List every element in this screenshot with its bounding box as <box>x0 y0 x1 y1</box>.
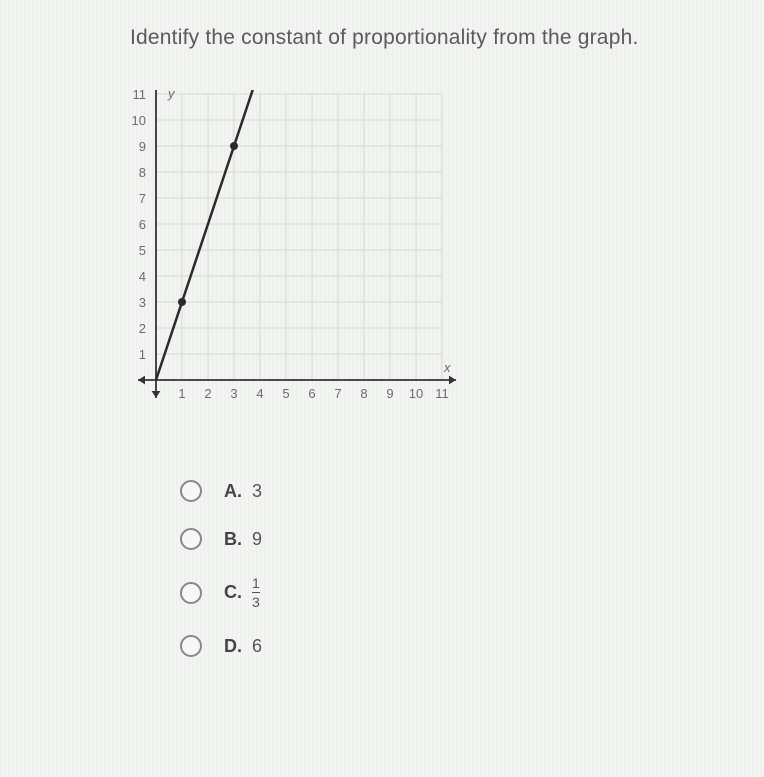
svg-text:5: 5 <box>139 243 146 258</box>
svg-text:7: 7 <box>139 191 146 206</box>
option-letter: B. <box>224 529 242 550</box>
svg-text:3: 3 <box>139 295 146 310</box>
chart-svg: 12345678910111234567891011yx <box>108 90 488 420</box>
svg-text:1: 1 <box>178 386 185 401</box>
option-letter: D. <box>224 636 242 657</box>
svg-text:10: 10 <box>132 113 146 128</box>
radio-icon <box>180 635 202 657</box>
svg-text:3: 3 <box>230 386 237 401</box>
svg-text:9: 9 <box>386 386 393 401</box>
svg-text:2: 2 <box>139 321 146 336</box>
svg-text:5: 5 <box>282 386 289 401</box>
fraction-denominator: 3 <box>252 592 260 609</box>
svg-text:8: 8 <box>360 386 367 401</box>
svg-text:11: 11 <box>435 386 449 401</box>
option-value: 1 3 <box>252 576 260 609</box>
option-a[interactable]: A. 3 <box>180 480 764 502</box>
question-text: Identify the constant of proportionality… <box>0 0 764 50</box>
fraction: 1 3 <box>252 576 260 609</box>
svg-text:6: 6 <box>139 217 146 232</box>
option-d[interactable]: D. 6 <box>180 635 764 657</box>
svg-text:2: 2 <box>204 386 211 401</box>
option-letter: C. <box>224 582 242 603</box>
svg-text:8: 8 <box>139 165 146 180</box>
svg-text:6: 6 <box>308 386 315 401</box>
option-b[interactable]: B. 9 <box>180 528 764 550</box>
svg-text:x: x <box>443 360 451 375</box>
svg-text:4: 4 <box>139 269 146 284</box>
svg-text:7: 7 <box>334 386 341 401</box>
option-letter: A. <box>224 481 242 502</box>
svg-text:10: 10 <box>409 386 423 401</box>
answer-options: A. 3 B. 9 C. 1 3 D. 6 <box>180 480 764 657</box>
option-value: 6 <box>252 636 262 657</box>
option-value: 9 <box>252 529 262 550</box>
svg-text:4: 4 <box>256 386 263 401</box>
svg-text:1: 1 <box>139 347 146 362</box>
radio-icon <box>180 480 202 502</box>
radio-icon <box>180 582 202 604</box>
svg-text:9: 9 <box>139 139 146 154</box>
fraction-numerator: 1 <box>252 576 260 592</box>
svg-text:y: y <box>167 90 176 101</box>
svg-text:11: 11 <box>133 90 147 102</box>
radio-icon <box>180 528 202 550</box>
option-c[interactable]: C. 1 3 <box>180 576 764 609</box>
option-value: 3 <box>252 481 262 502</box>
proportionality-graph: 12345678910111234567891011yx <box>108 90 488 420</box>
